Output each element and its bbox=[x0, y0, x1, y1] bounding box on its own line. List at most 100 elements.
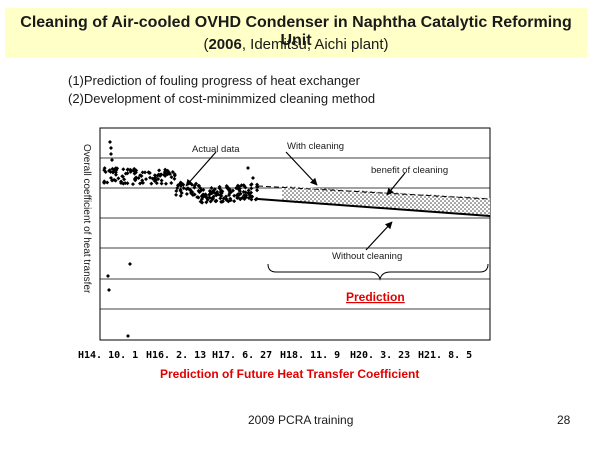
data-point bbox=[253, 197, 258, 202]
data-point bbox=[255, 182, 260, 187]
data-point bbox=[110, 158, 114, 162]
data-point bbox=[143, 177, 148, 182]
data-point bbox=[228, 196, 233, 201]
data-point bbox=[181, 186, 186, 191]
data-point bbox=[246, 196, 251, 201]
prediction-brace bbox=[267, 263, 489, 281]
data-point bbox=[157, 168, 162, 173]
benefit-arrow bbox=[386, 172, 406, 196]
data-point bbox=[223, 194, 228, 199]
data-point bbox=[108, 169, 113, 174]
data-point bbox=[221, 196, 226, 201]
data-point bbox=[141, 180, 146, 185]
data-point bbox=[227, 191, 232, 196]
data-point bbox=[240, 195, 245, 200]
data-point bbox=[169, 181, 174, 186]
x-tick-label: H14. 10. 1 bbox=[78, 350, 138, 361]
data-point bbox=[121, 181, 126, 186]
data-point bbox=[236, 193, 241, 198]
y-axis-label: Overall coefficient of heat transfer bbox=[81, 144, 92, 294]
data-point bbox=[220, 189, 225, 194]
data-point bbox=[172, 176, 177, 181]
data-point bbox=[196, 188, 201, 193]
data-point bbox=[105, 180, 110, 185]
data-point bbox=[106, 274, 110, 278]
data-point bbox=[136, 175, 141, 180]
data-point bbox=[172, 173, 177, 178]
data-point bbox=[226, 199, 231, 204]
annotation-with-cleaning: With cleaning bbox=[287, 141, 344, 152]
data-point bbox=[178, 183, 183, 188]
data-point bbox=[249, 186, 254, 191]
data-point bbox=[109, 146, 113, 150]
data-point bbox=[139, 174, 144, 179]
with-cleaning-line bbox=[257, 185, 491, 200]
data-point bbox=[123, 171, 128, 176]
data-point bbox=[232, 199, 237, 204]
title-box: Cleaning of Air-cooled OVHD Condenser in… bbox=[5, 8, 587, 58]
data-point bbox=[108, 175, 113, 180]
data-point bbox=[109, 152, 113, 156]
data-point bbox=[251, 176, 255, 180]
data-point bbox=[161, 172, 166, 177]
data-point bbox=[163, 169, 168, 174]
data-point bbox=[149, 181, 154, 186]
data-point bbox=[169, 175, 174, 180]
data-point bbox=[112, 177, 117, 182]
data-point bbox=[143, 170, 148, 175]
data-point bbox=[211, 194, 216, 199]
data-point bbox=[194, 181, 199, 186]
data-point bbox=[134, 168, 139, 173]
data-point bbox=[242, 195, 247, 200]
data-point bbox=[243, 190, 248, 195]
data-point bbox=[190, 192, 195, 197]
data-point bbox=[178, 193, 183, 198]
data-point bbox=[128, 262, 132, 266]
chart-caption: Prediction of Future Heat Transfer Coeff… bbox=[160, 367, 419, 381]
data-point bbox=[249, 190, 254, 195]
without-cleaning-arrow bbox=[365, 221, 393, 251]
annotation-without-cleaning: Without cleaning bbox=[332, 251, 402, 262]
slide-subtitle: (2006, Idemitsu, Aichi plant) bbox=[203, 36, 389, 53]
data-point bbox=[249, 197, 254, 202]
data-point bbox=[154, 181, 159, 186]
data-point bbox=[165, 172, 170, 177]
plot-area bbox=[99, 127, 491, 341]
data-point bbox=[126, 334, 130, 338]
benefit-area bbox=[282, 186, 490, 216]
data-point bbox=[140, 170, 145, 175]
data-point bbox=[210, 197, 215, 202]
data-point bbox=[200, 192, 205, 197]
data-point bbox=[254, 184, 259, 189]
data-point bbox=[120, 174, 125, 179]
data-point bbox=[170, 170, 175, 175]
data-point bbox=[184, 192, 189, 197]
footer-text: 2009 PCRA training bbox=[248, 413, 354, 427]
data-point bbox=[113, 172, 118, 177]
data-point bbox=[175, 186, 180, 191]
data-point bbox=[133, 175, 138, 180]
data-point bbox=[218, 196, 223, 201]
data-point bbox=[214, 192, 219, 197]
data-point bbox=[153, 177, 158, 182]
actual-data-arrow bbox=[185, 151, 217, 187]
data-point bbox=[243, 185, 248, 190]
with-cleaning-arrow bbox=[285, 151, 318, 186]
data-point bbox=[255, 188, 260, 193]
x-tick-label: H20. 3. 23 bbox=[350, 350, 410, 361]
x-tick-label: H17. 6. 27 bbox=[212, 350, 272, 361]
data-point bbox=[130, 182, 135, 187]
data-point bbox=[213, 199, 218, 204]
data-point bbox=[185, 186, 190, 191]
data-point bbox=[116, 176, 121, 181]
data-point bbox=[102, 168, 107, 173]
data-point bbox=[125, 167, 130, 172]
data-point bbox=[156, 172, 161, 177]
data-point bbox=[211, 190, 216, 195]
data-point bbox=[125, 181, 130, 186]
data-point bbox=[209, 185, 214, 190]
data-point bbox=[217, 186, 222, 191]
data-point bbox=[159, 178, 164, 183]
data-point bbox=[152, 173, 157, 178]
